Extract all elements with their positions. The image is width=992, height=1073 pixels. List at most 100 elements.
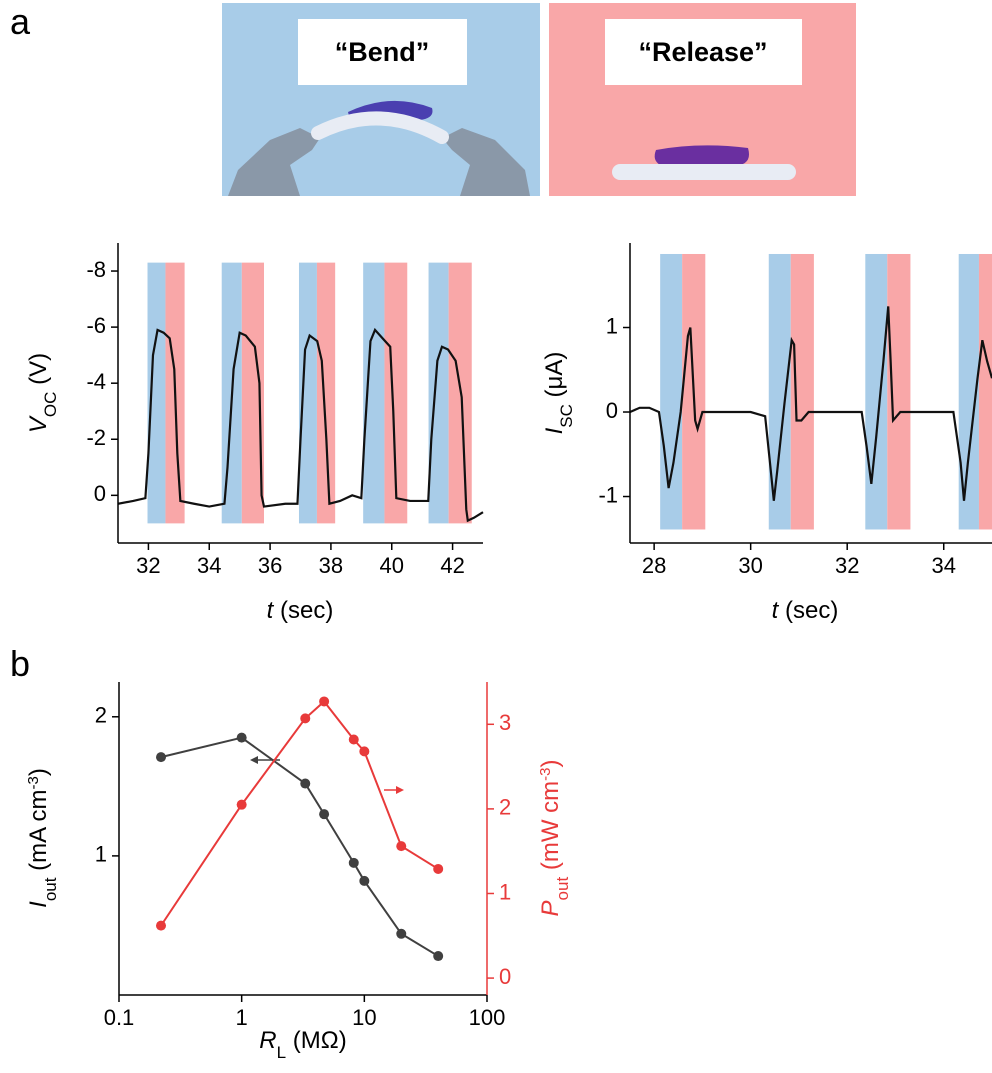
bend-band: [958, 253, 979, 530]
y2-tick-label: 2: [499, 795, 511, 820]
y2-tick-label: 0: [499, 964, 511, 989]
y-tick-label: -1: [598, 482, 618, 507]
bend-band: [428, 262, 449, 524]
x-tick-label: 40: [380, 553, 404, 578]
data-point: [319, 696, 330, 707]
release-band: [316, 262, 336, 524]
data-point: [348, 857, 359, 868]
label-part: ): [25, 768, 52, 776]
label-part: -3: [537, 768, 554, 781]
axis-label: t (sec): [772, 597, 839, 624]
label-part: L: [277, 1043, 286, 1062]
plot-area: [160, 699, 439, 957]
y-tick-label: 1: [95, 842, 107, 867]
label-part: (sec): [273, 597, 333, 624]
x-tick-label: 30: [738, 553, 762, 578]
label-part: out: [553, 877, 572, 901]
label-part: R: [259, 1027, 276, 1054]
device: [654, 145, 749, 165]
data-line: [118, 327, 484, 523]
glove: [228, 128, 320, 196]
label-part: (V): [25, 353, 52, 392]
label-part: (sec): [778, 597, 838, 624]
label-part: (MΩ): [286, 1027, 347, 1054]
y-tick-label: 1: [606, 313, 618, 338]
label-box: [605, 19, 802, 85]
y-tick-label: -8: [86, 257, 106, 282]
substrate: [612, 164, 796, 180]
data-point: [300, 713, 311, 724]
x-tick-label: 100: [469, 1005, 506, 1030]
data-point: [359, 746, 370, 757]
label-part: (mA cm: [25, 790, 52, 878]
x-tick-label: 10: [352, 1005, 376, 1030]
label-part: SC: [557, 404, 576, 428]
label-part: out: [41, 877, 60, 901]
x-tick-label: 38: [319, 553, 343, 578]
label-box: [298, 19, 467, 85]
label-part: I: [541, 427, 568, 434]
label-part: t: [772, 597, 780, 624]
arrow-head: [396, 786, 404, 794]
y-tick-label: 0: [94, 481, 106, 506]
data-point: [156, 920, 167, 931]
substrate: [311, 111, 449, 144]
panel-label: b: [10, 643, 30, 684]
data-point: [236, 732, 247, 743]
data-point: [156, 752, 167, 763]
release-band: [241, 262, 264, 524]
y-tick-label: -4: [86, 369, 106, 394]
data-point: [396, 928, 407, 939]
bend-band: [147, 262, 166, 524]
panel-label: a: [10, 1, 31, 42]
bend-label: “Bend”: [335, 37, 430, 67]
release-band: [978, 253, 992, 530]
bend-band: [768, 253, 791, 530]
bend-band: [865, 253, 888, 530]
data-line: [160, 736, 439, 957]
y-tick-label: 0: [606, 398, 618, 423]
y2-tick-label: 1: [499, 879, 511, 904]
x-tick-label: 32: [835, 553, 859, 578]
data-point: [359, 875, 370, 886]
label-part: P: [537, 900, 564, 916]
data-point: [433, 863, 444, 874]
axis-label: Iout (mA cm-3): [25, 768, 60, 908]
plot-area: [118, 262, 484, 524]
release-band: [790, 253, 814, 530]
label-part: OC: [41, 392, 60, 418]
axis-label: t (sec): [267, 597, 334, 624]
axis-label: VOC (V): [25, 353, 60, 433]
axis-label: RL (MΩ): [259, 1027, 346, 1062]
data-point: [433, 951, 444, 962]
data-point: [319, 809, 330, 820]
x-tick-label: 1: [236, 1005, 248, 1030]
y-tick-label: -6: [86, 313, 106, 338]
arrow-head: [250, 756, 258, 764]
illustration: “Bend” “Release”: [222, 3, 856, 196]
x-tick-label: 28: [642, 553, 666, 578]
x-tick-label: 34: [931, 553, 955, 578]
x-tick-label: 32: [136, 553, 160, 578]
label-part: t: [267, 597, 275, 624]
glove: [442, 128, 530, 196]
label-part: V: [25, 415, 52, 433]
data-line: [160, 699, 439, 927]
axis-label: ISC (μA): [541, 352, 576, 435]
bend-band: [660, 253, 683, 530]
release-band: [887, 253, 911, 530]
data-point: [236, 799, 247, 810]
bend-band: [298, 262, 317, 524]
label-part: I: [25, 901, 52, 908]
bend-band: [363, 262, 385, 524]
y2-tick-label: 3: [499, 710, 511, 735]
x-tick-label: 42: [440, 553, 464, 578]
x-tick-label: 34: [197, 553, 221, 578]
plot-area: [630, 253, 992, 530]
label-part: -3: [25, 776, 42, 789]
release-label: “Release”: [638, 37, 767, 67]
release-band: [384, 262, 408, 524]
label-part: (μA): [541, 352, 568, 405]
y-tick-label: -2: [86, 425, 106, 450]
